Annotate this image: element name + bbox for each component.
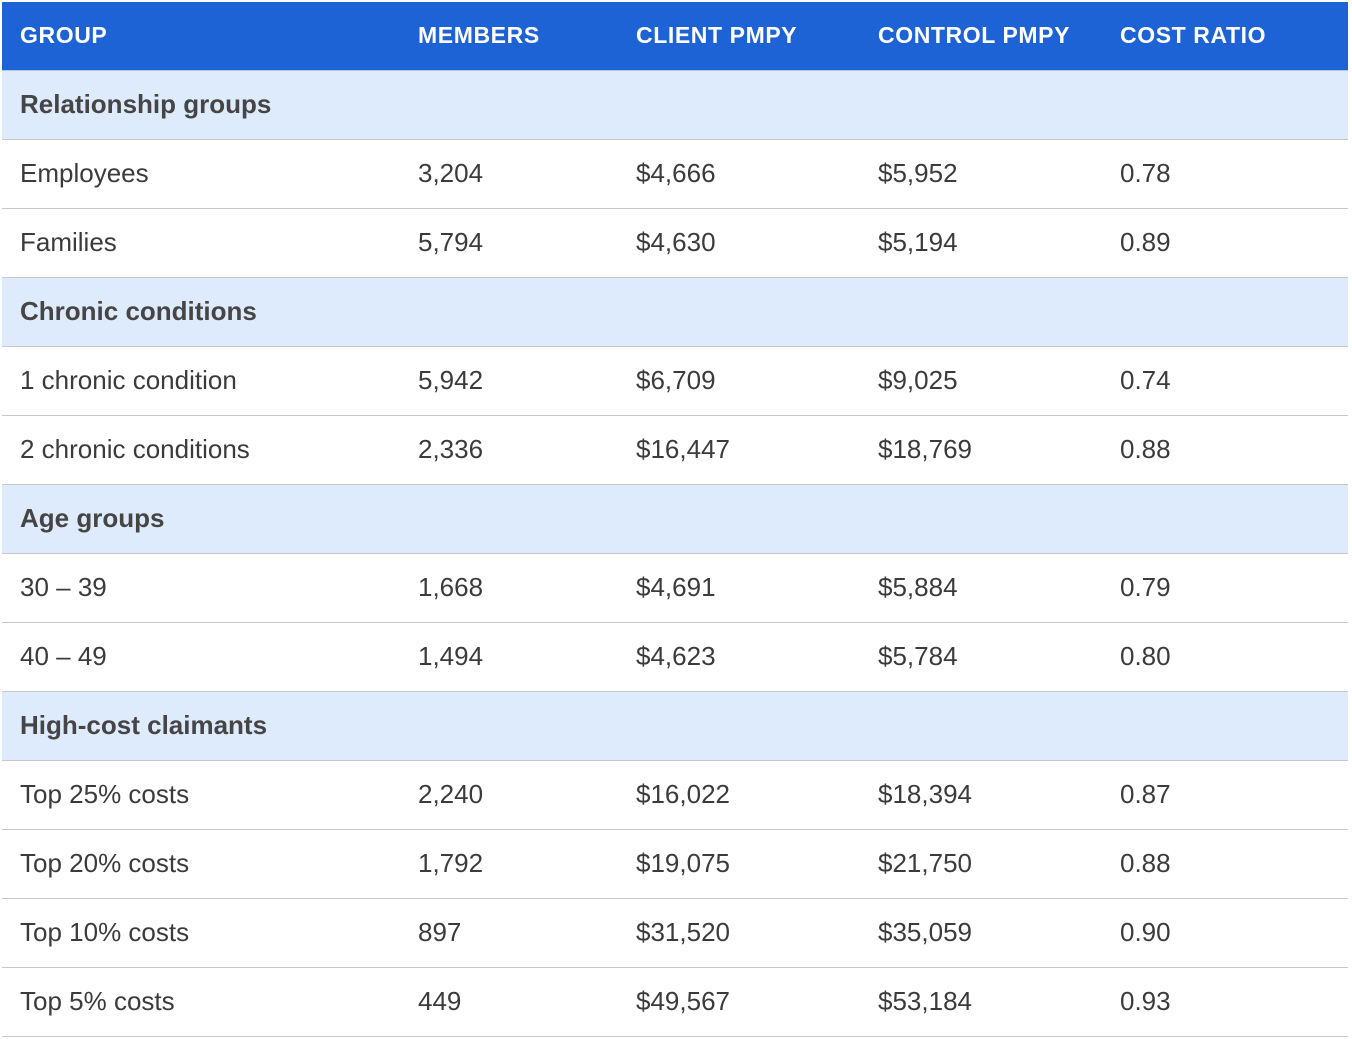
- table-row: 40 – 49 1,494 $4,623 $5,784 0.80: [2, 622, 1348, 691]
- table-row: 30 – 39 1,668 $4,691 $5,884 0.79: [2, 553, 1348, 622]
- table-row: 2 chronic conditions 2,336 $16,447 $18,7…: [2, 415, 1348, 484]
- header-cost-ratio: COST RATIO: [1102, 2, 1348, 71]
- table-row: Top 20% costs 1,792 $19,075 $21,750 0.88: [2, 829, 1348, 898]
- cell-group: Top 25% costs: [20, 779, 190, 809]
- cell-client-pmpy: $4,666: [636, 158, 716, 188]
- header-row: GROUP MEMBERS CLIENT PMPY CONTROL PMPY C…: [2, 2, 1348, 71]
- cell-group: Families: [20, 227, 117, 257]
- table-row: Top 10% costs 897 $31,520 $35,059 0.90: [2, 898, 1348, 967]
- cell-cost-ratio: 0.78: [1120, 158, 1171, 188]
- cell-members: 5,794: [418, 227, 484, 257]
- cell-cost-ratio: 0.93: [1120, 986, 1171, 1016]
- table-row: Top 25% costs 2,240 $16,022 $18,394 0.87: [2, 760, 1348, 829]
- table-row: Employees 3,204 $4,666 $5,952 0.78: [2, 139, 1348, 208]
- section-title: Chronic conditions: [20, 296, 257, 326]
- cell-members: 1,494: [418, 641, 484, 671]
- table-row: Top 5% costs 449 $49,567 $53,184 0.93: [2, 967, 1348, 1036]
- cell-cost-ratio: 0.87: [1120, 779, 1171, 809]
- cell-group: Employees: [20, 158, 149, 188]
- cell-control-pmpy: $5,784: [878, 641, 958, 671]
- cell-group: 2 chronic conditions: [20, 434, 250, 464]
- section-row-age-groups: Age groups: [2, 484, 1348, 553]
- header-group: GROUP: [2, 2, 400, 71]
- cell-client-pmpy: $4,623: [636, 641, 716, 671]
- cell-cost-ratio: 0.88: [1120, 848, 1171, 878]
- cell-cost-ratio: 0.79: [1120, 572, 1171, 602]
- table-body: Relationship groups Employees 3,204 $4,6…: [2, 70, 1348, 1036]
- cell-members: 449: [418, 986, 462, 1016]
- cell-client-pmpy: $6,709: [636, 365, 716, 395]
- cell-members: 3,204: [418, 158, 484, 188]
- cell-group: 40 – 49: [20, 641, 107, 671]
- cell-cost-ratio: 0.80: [1120, 641, 1171, 671]
- cell-group: 30 – 39: [20, 572, 107, 602]
- cell-client-pmpy: $4,630: [636, 227, 716, 257]
- cell-control-pmpy: $18,394: [878, 779, 972, 809]
- cell-cost-ratio: 0.90: [1120, 917, 1171, 947]
- table-header: GROUP MEMBERS CLIENT PMPY CONTROL PMPY C…: [2, 2, 1348, 71]
- cell-control-pmpy: $5,194: [878, 227, 958, 257]
- cell-control-pmpy: $9,025: [878, 365, 958, 395]
- cell-cost-ratio: 0.88: [1120, 434, 1171, 464]
- header-control-pmpy: CONTROL PMPY: [860, 2, 1102, 71]
- cell-client-pmpy: $4,691: [636, 572, 716, 602]
- cell-members: 2,336: [418, 434, 484, 464]
- section-title: Age groups: [20, 503, 165, 533]
- cell-client-pmpy: $16,447: [636, 434, 730, 464]
- table-row: Families 5,794 $4,630 $5,194 0.89: [2, 208, 1348, 277]
- cell-members: 5,942: [418, 365, 484, 395]
- cell-group: Top 10% costs: [20, 917, 190, 947]
- cell-members: 1,668: [418, 572, 484, 602]
- cell-members: 897: [418, 917, 462, 947]
- cell-control-pmpy: $35,059: [878, 917, 972, 947]
- section-title: Relationship groups: [20, 89, 272, 119]
- cell-group: Top 5% costs: [20, 986, 175, 1016]
- cell-control-pmpy: $53,184: [878, 986, 972, 1016]
- cell-client-pmpy: $19,075: [636, 848, 730, 878]
- cell-members: 2,240: [418, 779, 484, 809]
- table-row: 1 chronic condition 5,942 $6,709 $9,025 …: [2, 346, 1348, 415]
- section-row-relationship-groups: Relationship groups: [2, 70, 1348, 139]
- cell-group: 1 chronic condition: [20, 365, 237, 395]
- cell-members: 1,792: [418, 848, 484, 878]
- cell-control-pmpy: $5,884: [878, 572, 958, 602]
- cell-client-pmpy: $31,520: [636, 917, 730, 947]
- header-members: MEMBERS: [400, 2, 618, 71]
- cell-cost-ratio: 0.74: [1120, 365, 1171, 395]
- header-client-pmpy: CLIENT PMPY: [618, 2, 860, 71]
- cell-client-pmpy: $16,022: [636, 779, 730, 809]
- cell-control-pmpy: $5,952: [878, 158, 958, 188]
- cell-group: Top 20% costs: [20, 848, 190, 878]
- section-row-high-cost-claimants: High-cost claimants: [2, 691, 1348, 760]
- section-row-chronic-conditions: Chronic conditions: [2, 277, 1348, 346]
- cell-client-pmpy: $49,567: [636, 986, 730, 1016]
- section-title: High-cost claimants: [20, 710, 268, 740]
- cell-control-pmpy: $18,769: [878, 434, 972, 464]
- cell-control-pmpy: $21,750: [878, 848, 972, 878]
- cell-cost-ratio: 0.89: [1120, 227, 1171, 257]
